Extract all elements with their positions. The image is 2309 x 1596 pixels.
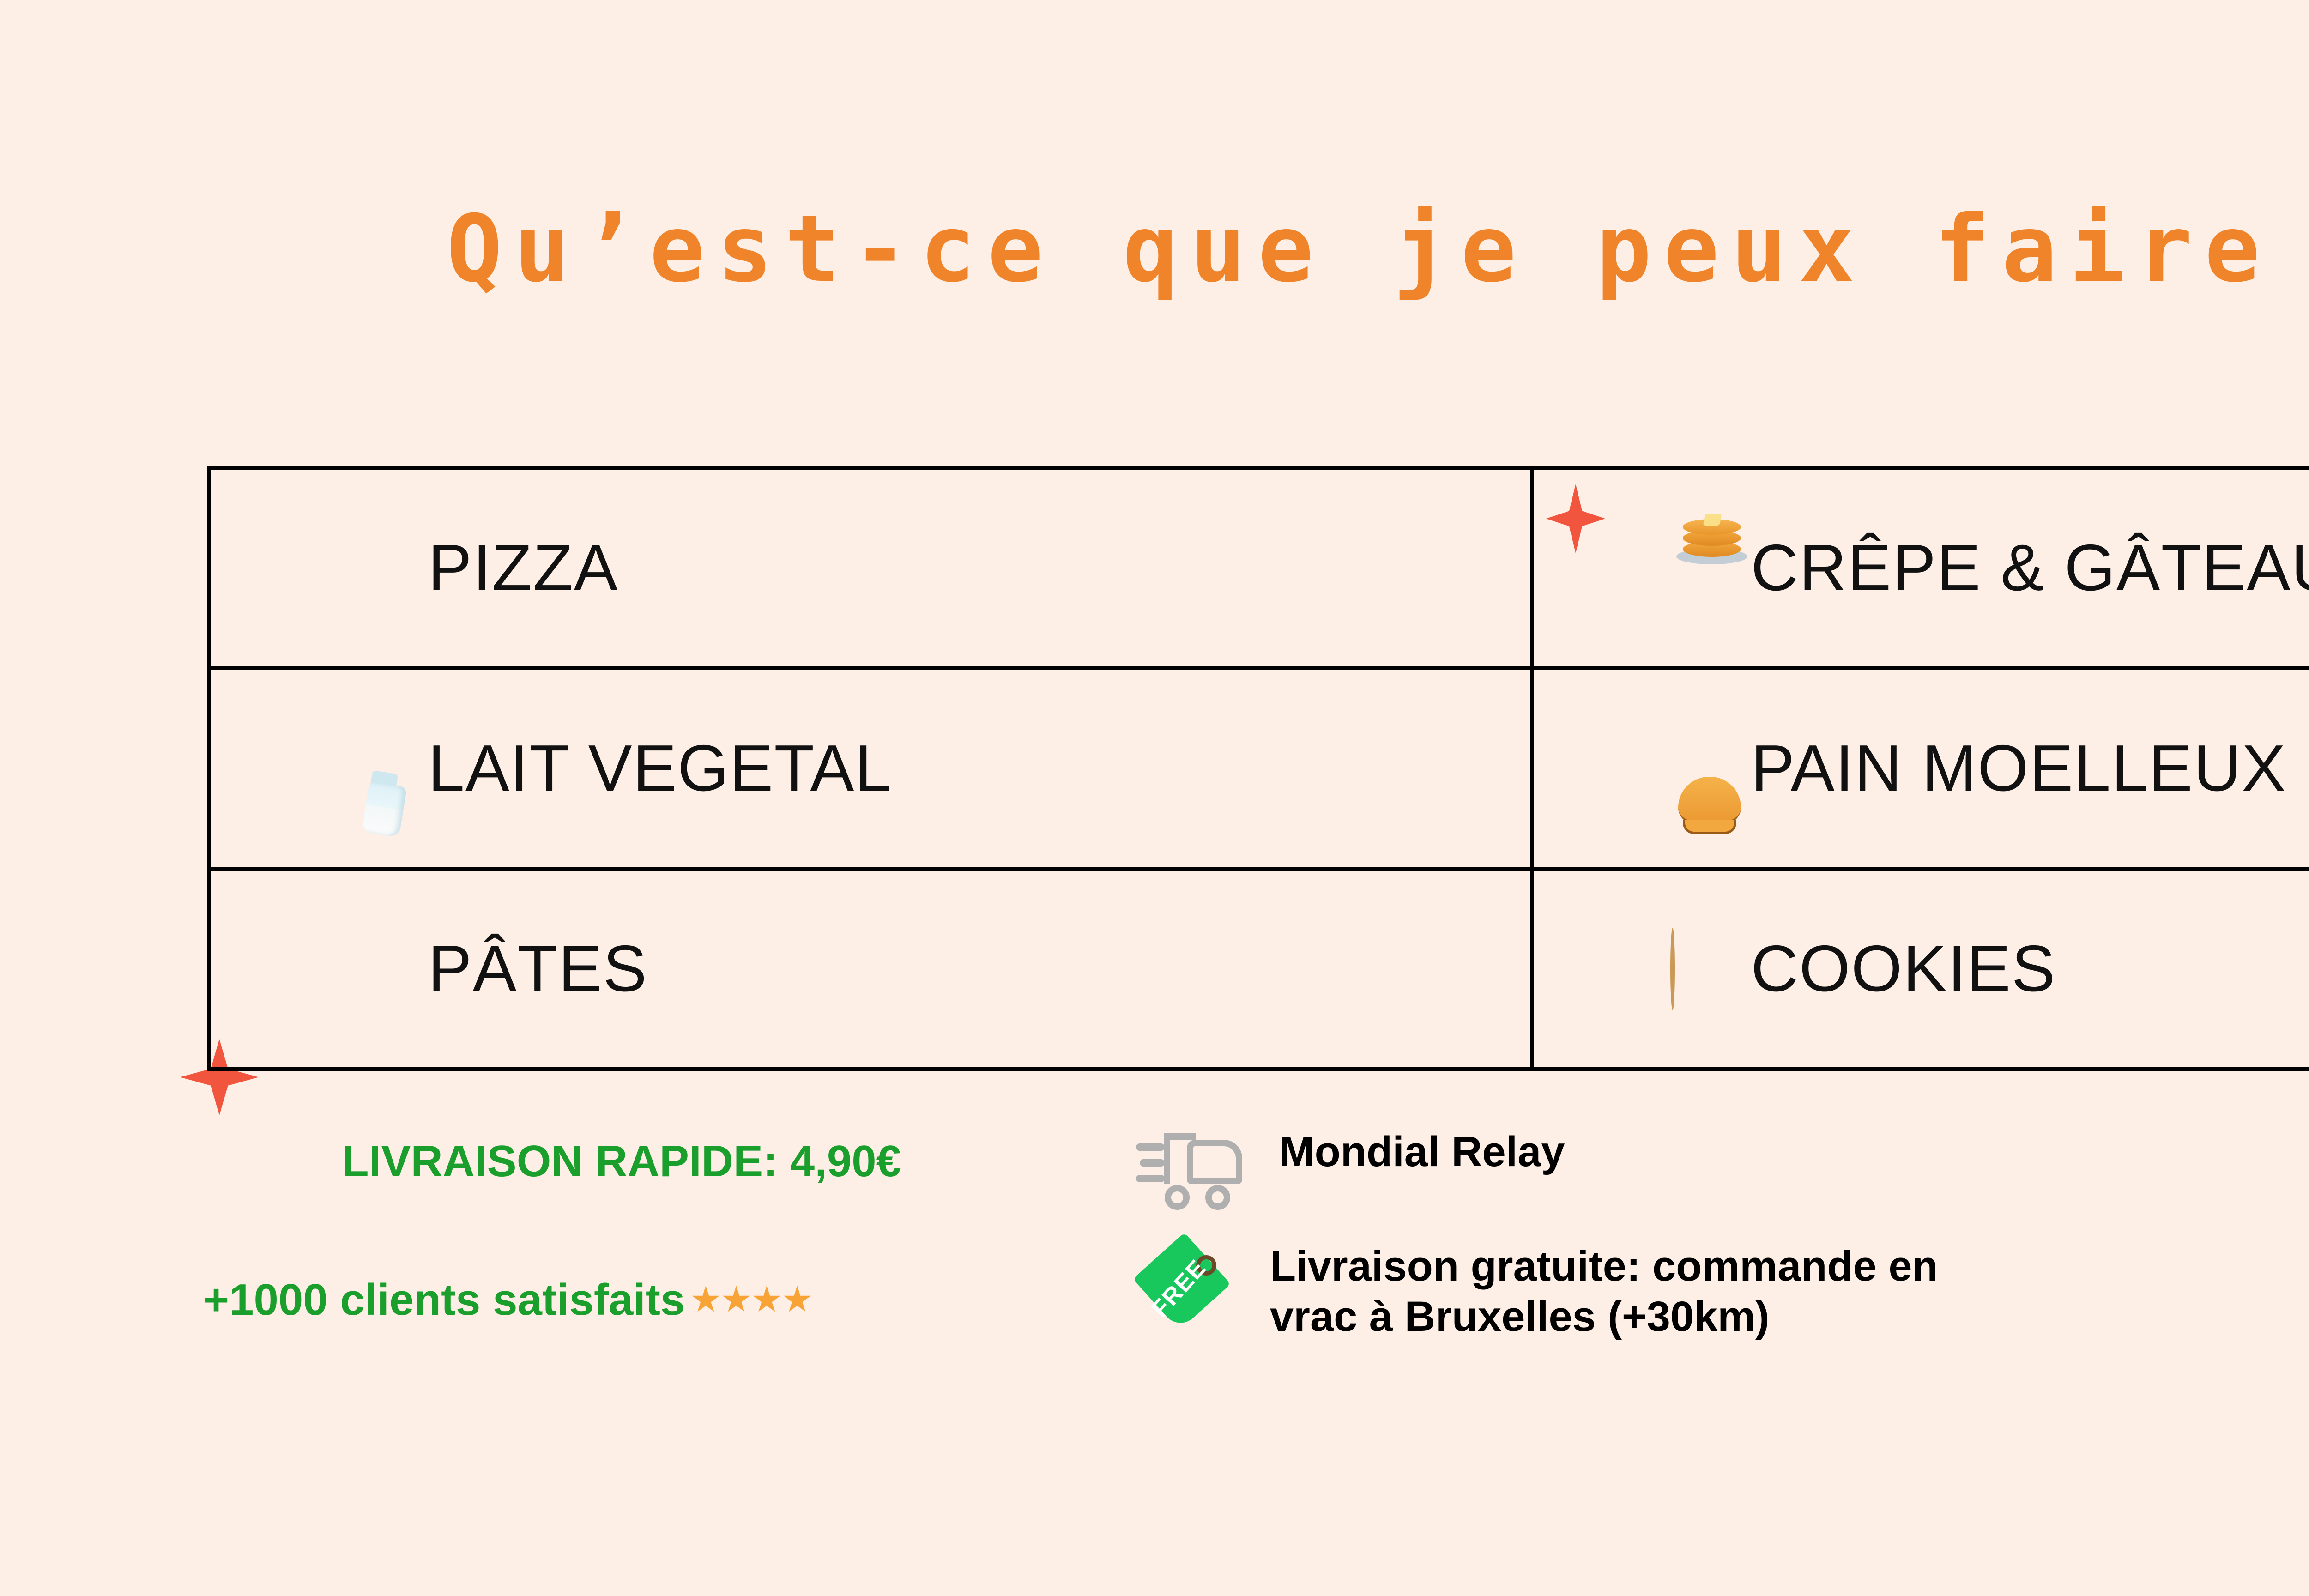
carrier-name: Mondial Relay: [1279, 1128, 1565, 1175]
product-table: PIZZA CRÊPE & GÂTEAU LAIT VEGETAL PAIN M…: [207, 466, 2309, 1071]
rating-stars: [691, 1286, 811, 1314]
table-row: PIZZA CRÊPE & GÂTEAU: [211, 470, 2309, 671]
table-row: LAIT VEGETAL PAIN MOELLEUX: [211, 670, 2309, 871]
table-cell-lait-vegetal: LAIT VEGETAL: [211, 670, 1534, 867]
table-cell-label: LAIT VEGETAL: [428, 731, 893, 805]
free-shipping-line-1: Livraison gratuite: commande en: [1270, 1243, 1938, 1290]
free-shipping-text: Livraison gratuite: commande en vrac à B…: [1270, 1241, 1938, 1342]
carrier-row: Mondial Relay: [1136, 1127, 2235, 1215]
table-cell-label: CRÊPE & GÂTEAU: [1751, 531, 2309, 605]
star-icon: [783, 1286, 811, 1312]
table-cell-pizza: PIZZA: [211, 470, 1534, 666]
free-shipping-line-2: vrac à Bruxelles (+30km): [1270, 1293, 1770, 1340]
table-cell-crepe-gateau: CRÊPE & GÂTEAU: [1534, 470, 2309, 666]
table-cell-label: PIZZA: [428, 531, 619, 605]
page-title: Qu’est-ce que je peux faire avec ?: [447, 195, 2309, 303]
table-cell-label: PAIN MOELLEUX: [1751, 731, 2287, 805]
delivery-price-text: LIVRAISON RAPIDE: 4,90€: [342, 1137, 901, 1186]
table-cell-label: COOKIES: [1751, 932, 2056, 1006]
free-tag-icon: FREE: [1133, 1233, 1242, 1334]
free-shipping-row: FREE Livraison gratuite: commande en vra…: [1133, 1233, 2235, 1342]
delivery-info-left: LIVRAISON RAPIDE: 4,90€ +1000 clients sa…: [203, 1136, 1108, 1325]
table-row: PÂTES COOKIES: [211, 871, 2309, 1067]
table-cell-cookies: COOKIES: [1534, 871, 2309, 1067]
delivery-truck-icon: [1136, 1127, 1251, 1215]
table-cell-pates: PÂTES: [211, 871, 1534, 1067]
star-icon: [692, 1286, 720, 1312]
table-cell-pain-moelleux: PAIN MOELLEUX: [1534, 670, 2309, 866]
cookie-icon: [1626, 928, 1719, 1010]
clients-row: +1000 clients satisfaits: [203, 1275, 1108, 1325]
star-icon: [753, 1286, 781, 1312]
delivery-info-middle: Mondial Relay FREE Livraison gratuite: c…: [1133, 1127, 2235, 1342]
star-icon: [722, 1286, 750, 1312]
clients-text: +1000 clients satisfaits: [203, 1275, 685, 1324]
table-cell-label: PÂTES: [428, 932, 648, 1006]
